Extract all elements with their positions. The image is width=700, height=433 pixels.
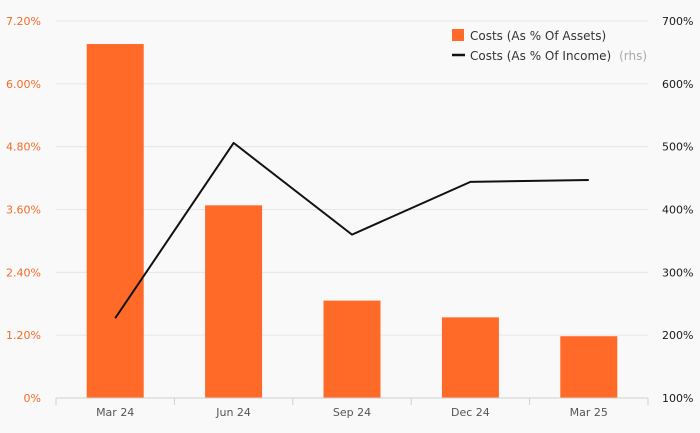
y-left-tick-label: 3.60% [6, 204, 41, 217]
legend-label-bar: Costs (As % Of Assets) [470, 29, 606, 43]
y-left-tick-label: 4.80% [6, 141, 41, 154]
x-tick-label: Dec 24 [451, 406, 490, 419]
bar [323, 300, 381, 398]
y-right-tick-label: 300% [662, 266, 693, 279]
y-right-tick-label: 400% [662, 204, 693, 217]
y-right-tick-label: 100% [662, 392, 693, 405]
y-left-tick-label: 6.00% [6, 78, 41, 91]
y-right-tick-label: 700% [662, 15, 693, 28]
bar [560, 336, 618, 398]
right-axis: 100% 200% 300% 400% 500% 600% 700% [662, 15, 693, 405]
x-tick-label: Sep 24 [333, 406, 371, 419]
line-series [114, 141, 589, 319]
x-tick-label: Jun 24 [215, 406, 251, 419]
x-tick-label: Mar 24 [96, 406, 134, 419]
y-left-tick-label: 1.20% [6, 329, 41, 342]
bar-series [86, 44, 618, 399]
gridlines [56, 20, 648, 336]
legend-label-line: Costs (As % Of Income) (rhs) [470, 49, 647, 63]
y-left-tick-label: 0% [24, 392, 41, 405]
x-tick-label: Mar 25 [570, 406, 608, 419]
bar [441, 317, 499, 398]
x-axis: Mar 24 Jun 24 Sep 24 Dec 24 Mar 25 [55, 397, 649, 419]
left-axis: 0% 1.20% 2.40% 3.60% 4.80% 6.00% 7.20% [6, 15, 41, 405]
y-left-tick-label: 7.20% [6, 15, 41, 28]
legend: Costs (As % Of Assets) Costs (As % Of In… [452, 29, 647, 63]
bar [205, 205, 263, 398]
y-right-tick-label: 500% [662, 141, 693, 154]
bar [86, 44, 144, 399]
legend-swatch-bar [452, 29, 464, 41]
y-right-tick-label: 600% [662, 78, 693, 91]
series-line [114, 141, 589, 319]
y-right-tick-label: 200% [662, 329, 693, 342]
y-left-tick-label: 2.40% [6, 266, 41, 279]
